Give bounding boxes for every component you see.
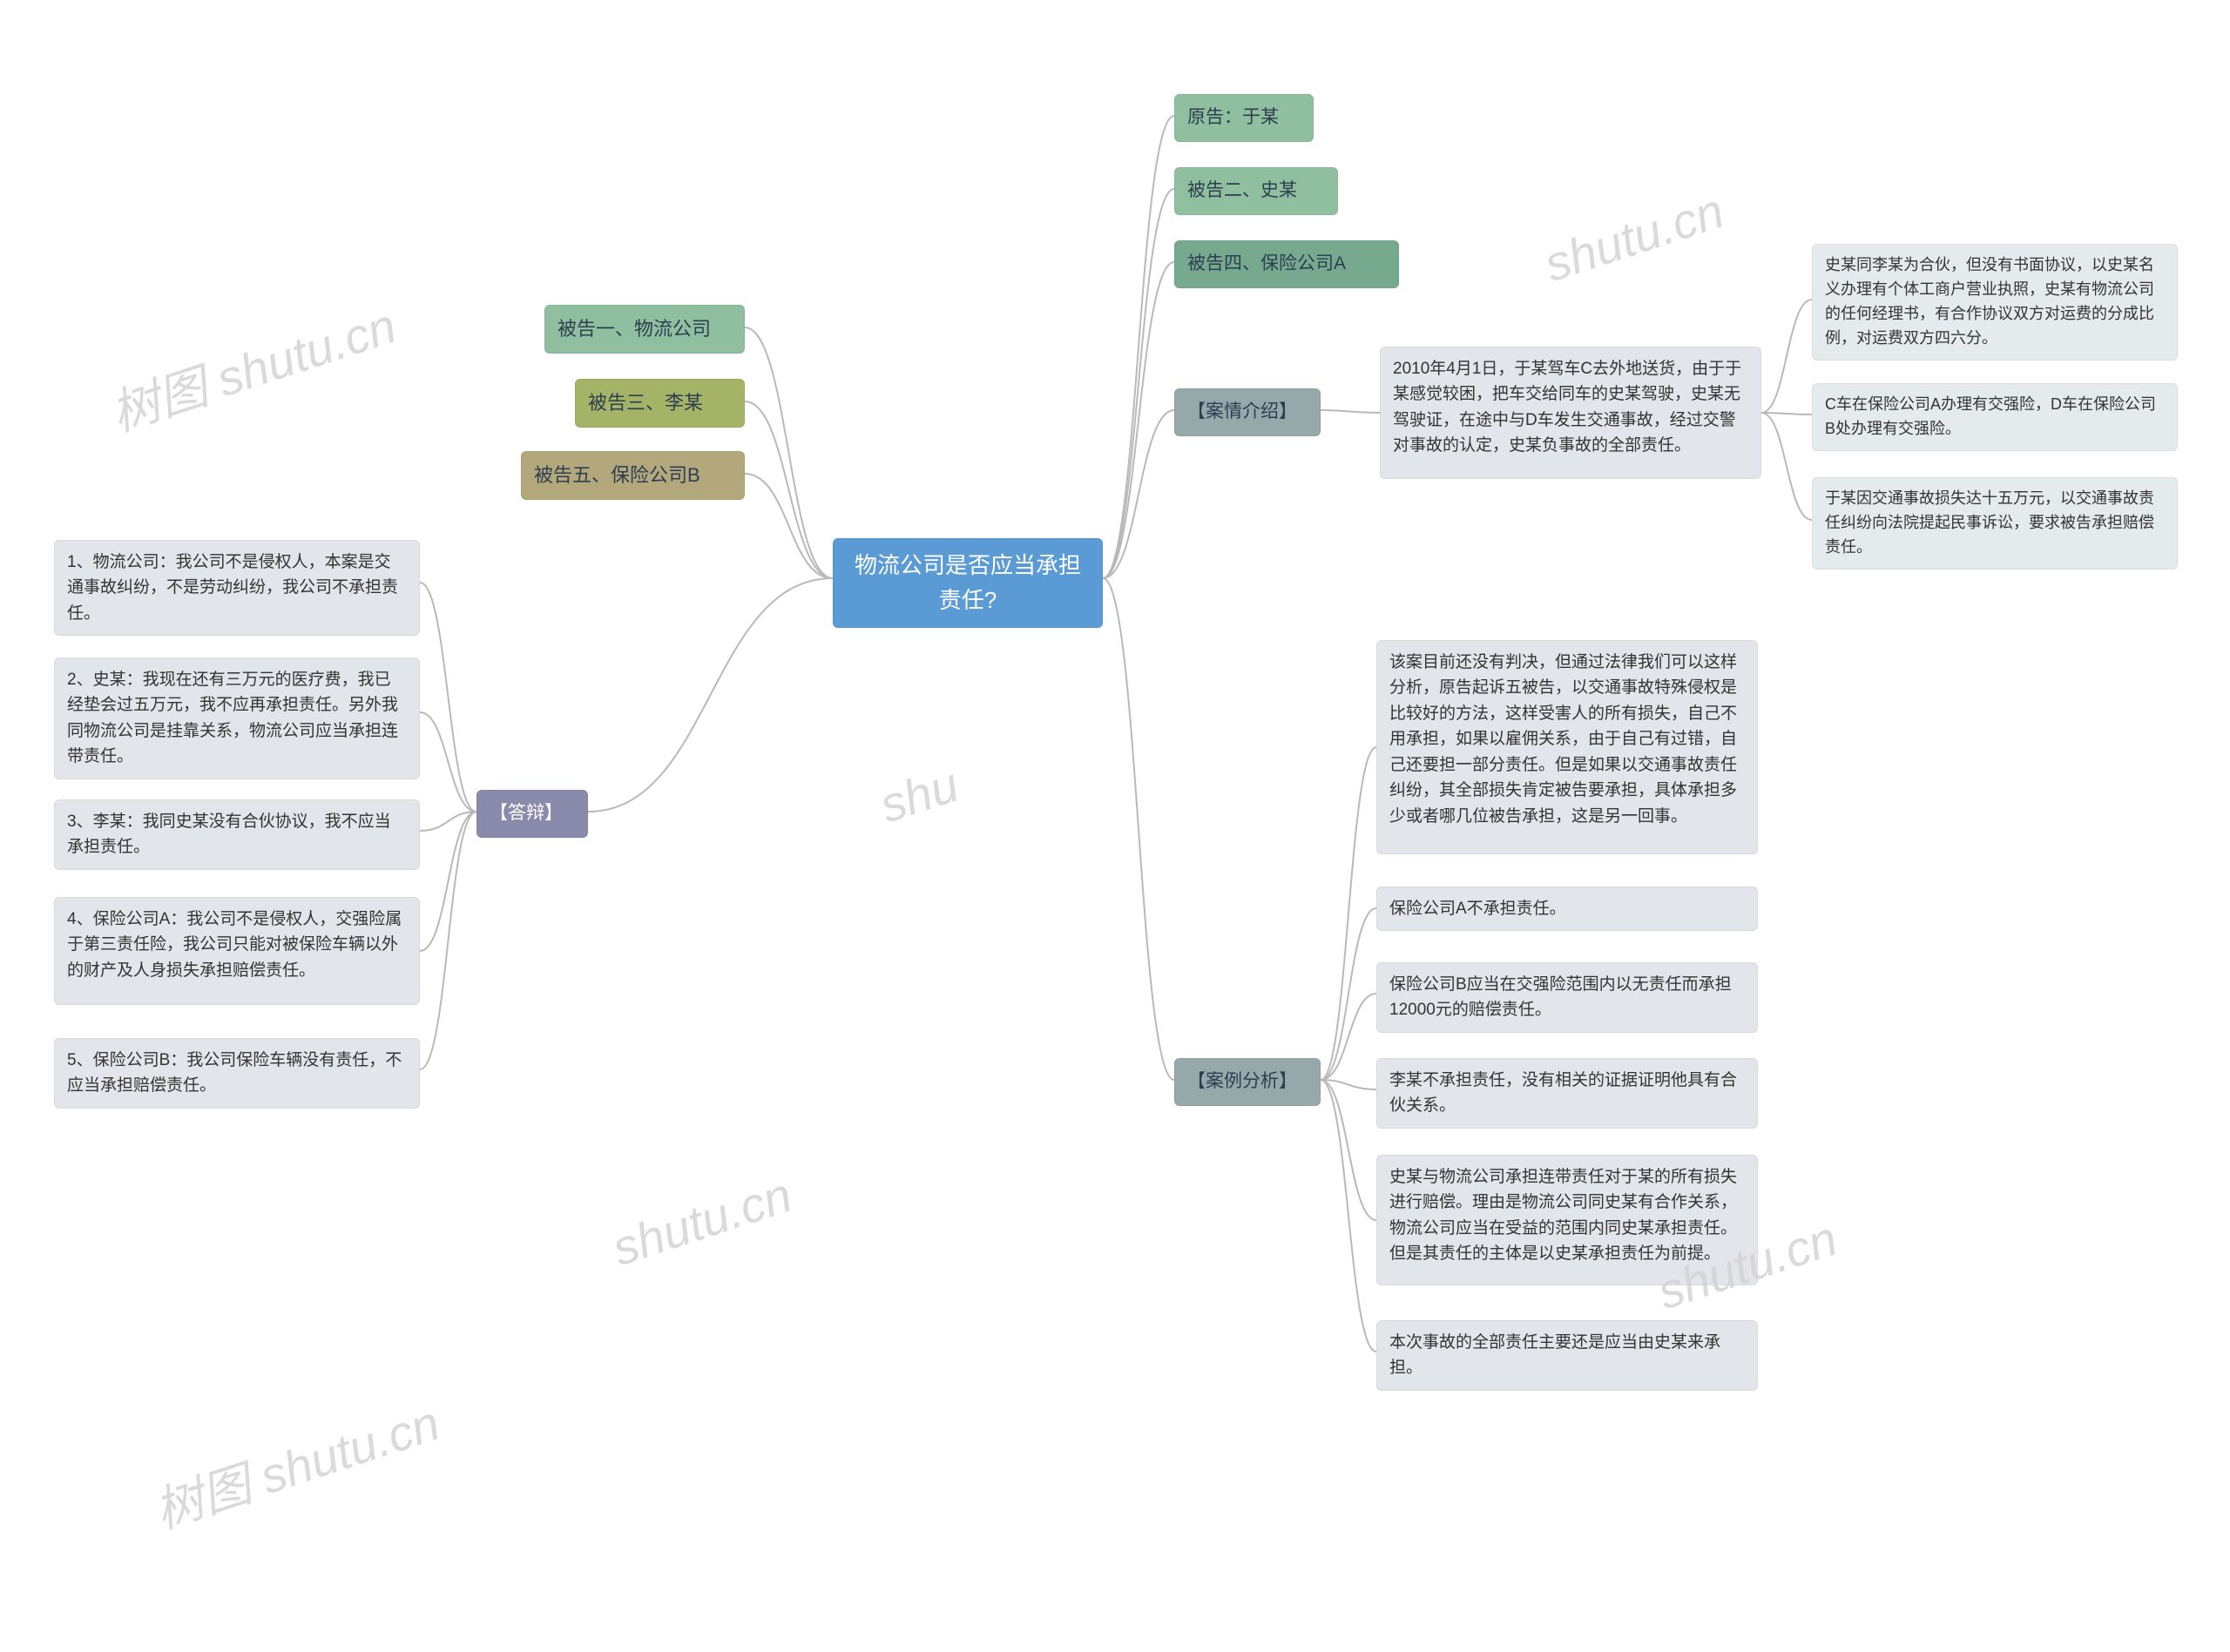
- node-defendant-5[interactable]: 被告五、保险公司B: [521, 451, 745, 500]
- node-analysis-5[interactable]: 史某与物流公司承担连带责任对于某的所有损失进行赔偿。理由是物流公司同史某有合作关…: [1376, 1155, 1758, 1285]
- node-analysis-3[interactable]: 保险公司B应当在交强险范围内以无责任而承担12000元的赔偿责任。: [1376, 962, 1758, 1033]
- node-defense-item-1[interactable]: 1、物流公司：我公司不是侵权人，本案是交通事故纠纷，不是劳动纠纷，我公司不承担责…: [54, 540, 420, 636]
- mindmap-canvas: { "canvas": { "width": 2560, "height": 1…: [0, 0, 2230, 1652]
- watermark: 树图 shutu.cn: [145, 1385, 448, 1543]
- watermark: shutu.cn: [605, 1166, 798, 1277]
- node-defendant-1[interactable]: 被告一、物流公司: [544, 305, 745, 354]
- node-case-intro-main[interactable]: 2010年4月1日，于某驾车C去外地送货，由于于某感觉较困，把车交给同车的史某驾…: [1380, 347, 1761, 479]
- node-analysis-6[interactable]: 本次事故的全部责任主要还是应当由史某来承担。: [1376, 1320, 1758, 1391]
- node-case-analysis[interactable]: 【案例分析】: [1174, 1058, 1321, 1106]
- node-case-intro-sub1[interactable]: 史某同李某为合伙，但没有书面协议，以史某名义办理有个体工商户营业执照，史某有物流…: [1812, 244, 2178, 361]
- node-analysis-2[interactable]: 保险公司A不承担责任。: [1376, 887, 1758, 931]
- watermark: shu: [873, 756, 965, 834]
- node-defense-item-3[interactable]: 3、李某：我同史某没有合伙协议，我不应当承担责任。: [54, 799, 420, 870]
- node-case-intro-sub3[interactable]: 于某因交通事故损失达十五万元，以交通事故责任纠纷向法院提起民事诉讼，要求被告承担…: [1812, 477, 2178, 570]
- node-defense-item-5[interactable]: 5、保险公司B：我公司保险车辆没有责任，不应当承担赔偿责任。: [54, 1038, 420, 1109]
- watermark: shutu.cn: [1537, 182, 1730, 293]
- node-case-intro-sub2[interactable]: C车在保险公司A办理有交强险，D车在保险公司B处办理有交强险。: [1812, 383, 2178, 451]
- node-defendant-3[interactable]: 被告三、李某: [575, 379, 745, 428]
- node-defense[interactable]: 【答辩】: [476, 790, 588, 838]
- node-analysis-4[interactable]: 李某不承担责任，没有相关的证据证明他具有合伙关系。: [1376, 1058, 1758, 1129]
- node-plaintiff[interactable]: 原告：于某: [1174, 94, 1314, 142]
- node-defense-item-4[interactable]: 4、保险公司A：我公司不是侵权人，交强险属于第三责任险，我公司只能对被保险车辆以…: [54, 897, 420, 1005]
- node-defendant-2[interactable]: 被告二、史某: [1174, 167, 1338, 215]
- root-node[interactable]: 物流公司是否应当承担责任?: [833, 538, 1103, 628]
- node-defendant-4[interactable]: 被告四、保险公司A: [1174, 240, 1399, 288]
- node-case-intro[interactable]: 【案情介绍】: [1174, 388, 1321, 436]
- node-defense-item-2[interactable]: 2、史某：我现在还有三万元的医疗费，我已经垫会过五万元，我不应再承担责任。另外我…: [54, 657, 420, 779]
- watermark: 树图 shutu.cn: [101, 287, 404, 446]
- node-analysis-1[interactable]: 该案目前还没有判决，但通过法律我们可以这样分析，原告起诉五被告，以交通事故特殊侵…: [1376, 640, 1758, 854]
